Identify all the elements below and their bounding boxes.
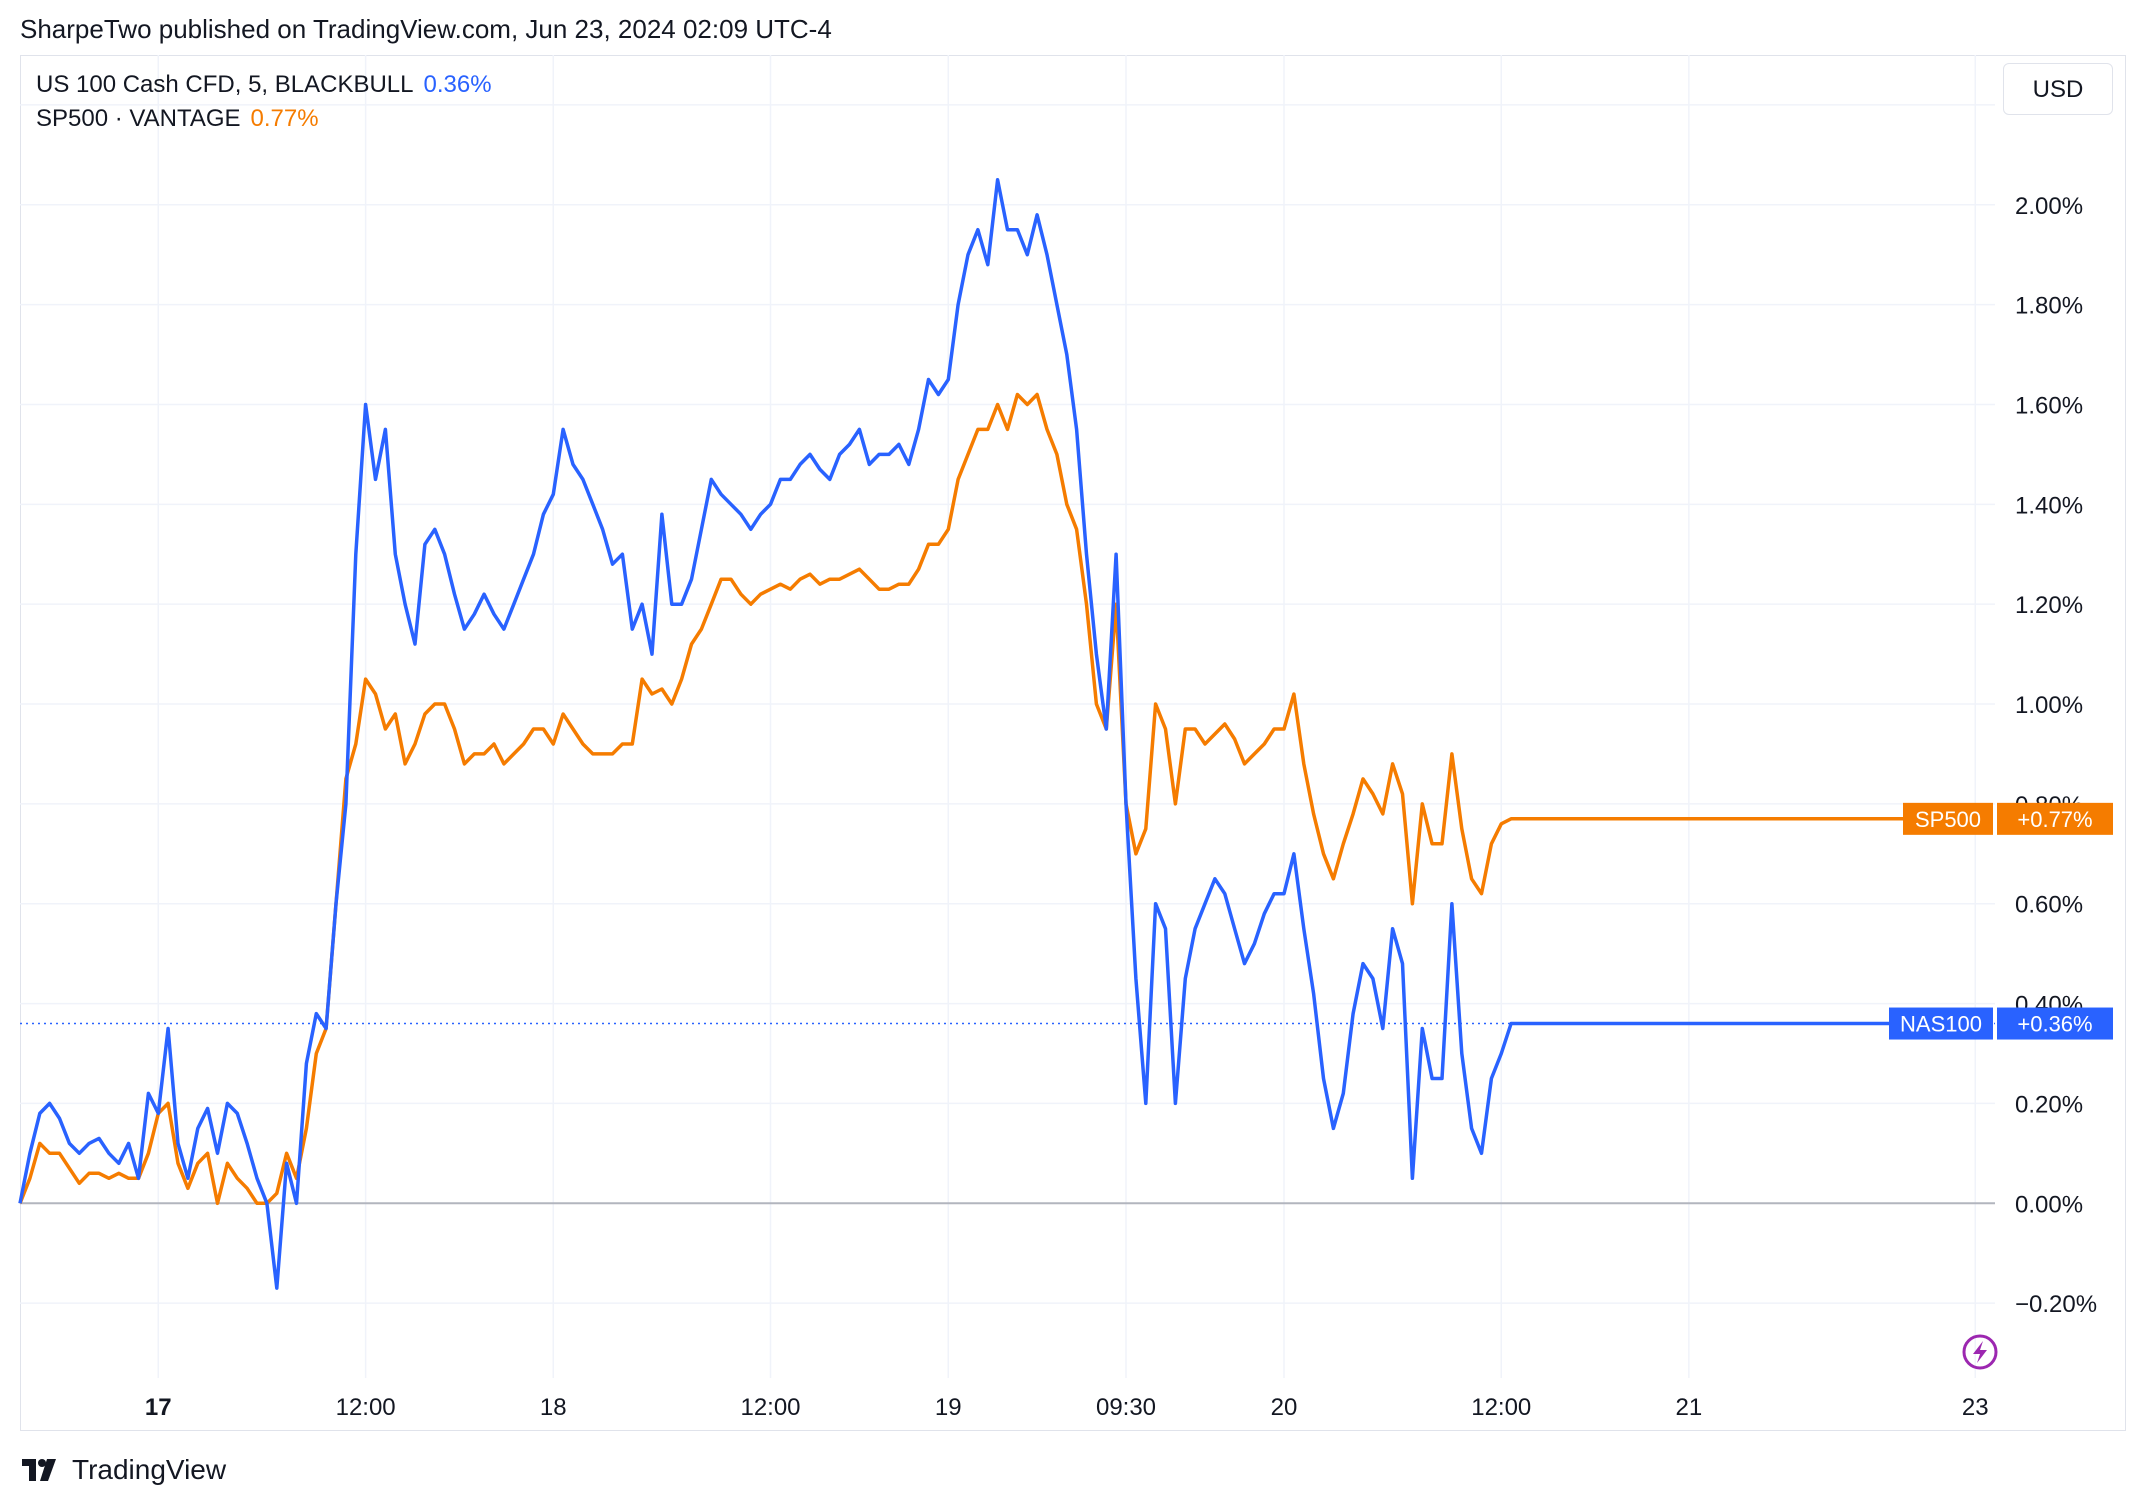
- footer-brand[interactable]: TradingView: [72, 1454, 227, 1485]
- x-tick-label: 12:00: [1471, 1394, 1531, 1421]
- legend-series2-name: SP500 · VANTAGE: [36, 105, 241, 132]
- chart-legend: US 100 Cash CFD, 5, BLACKBULL 0.36% SP500…: [36, 68, 492, 136]
- x-tick-label: 20: [1271, 1394, 1298, 1421]
- legend-row-sp500[interactable]: SP500 · VANTAGE 0.77%: [36, 102, 492, 136]
- y-tick-label: 0.20%: [2015, 1091, 2083, 1118]
- end-value-bg-nas100: [1997, 1007, 2113, 1040]
- publish-header: SharpeTwo published on TradingView.com, …: [20, 14, 832, 44]
- legend-row-nas100[interactable]: US 100 Cash CFD, 5, BLACKBULL 0.36%: [36, 68, 492, 102]
- y-tick-label: 1.40%: [2015, 492, 2083, 519]
- end-tag-nas100: NAS100: [1900, 1012, 1982, 1037]
- x-tick-label: 12:00: [740, 1394, 800, 1421]
- x-tick-label: 12:00: [336, 1394, 396, 1421]
- end-tag-bg-sp500: [1903, 802, 1993, 835]
- legend-series1-name: US 100 Cash CFD, 5, BLACKBULL: [36, 71, 414, 98]
- series-layer: [18, 178, 1956, 1290]
- y-axis-ticks: 2.20%2.00%1.80%1.60%1.40%1.20%1.00%0.80%…: [2015, 93, 2097, 1318]
- grid-layer: [20, 55, 1995, 1378]
- legend-series1-value: 0.36%: [423, 71, 492, 98]
- y-tick-label: 1.60%: [2015, 392, 2083, 419]
- series-line-sp500: [18, 392, 1956, 1206]
- end-labels: SP500 +0.77% NAS100 +0.36%: [1889, 802, 2113, 1040]
- x-tick-label: 19: [935, 1394, 962, 1421]
- y-tick-label: 1.80%: [2015, 293, 2083, 320]
- x-tick-label: 09:30: [1096, 1394, 1156, 1421]
- lightning-icon[interactable]: [1962, 1334, 1998, 1370]
- end-value-nas100: +0.36%: [2017, 1012, 2092, 1037]
- y-tick-label: 2.00%: [2015, 193, 2083, 220]
- series-line-nas100: [18, 178, 1956, 1290]
- x-axis-ticks: 17 12:00 18 12:00 19 09:30 20 12:00 21 23: [145, 1394, 1989, 1421]
- currency-button[interactable]: USD: [2003, 63, 2113, 115]
- tradingview-logo-icon[interactable]: [20, 1457, 60, 1483]
- x-tick-label: 18: [540, 1394, 567, 1421]
- x-tick-label: 17: [145, 1394, 172, 1421]
- footer: TradingView: [20, 1450, 226, 1490]
- x-tick-label: 21: [1676, 1394, 1703, 1421]
- end-value-sp500: +0.77%: [2017, 807, 2092, 832]
- y-tick-label: 1.00%: [2015, 692, 2083, 719]
- legend-series2-value: 0.77%: [250, 105, 319, 132]
- end-tag-sp500: SP500: [1915, 807, 1981, 832]
- chart-frame: [20, 55, 2126, 1431]
- end-value-bg-sp500: [1997, 802, 2113, 835]
- y-tick-label: 0.60%: [2015, 892, 2083, 919]
- y-tick-label: −0.20%: [2015, 1291, 2097, 1318]
- y-tick-label: 1.20%: [2015, 592, 2083, 619]
- y-tick-label: 0.00%: [2015, 1191, 2083, 1218]
- end-tag-bg-nas100: [1889, 1007, 1993, 1040]
- x-tick-label: 23: [1962, 1394, 1989, 1421]
